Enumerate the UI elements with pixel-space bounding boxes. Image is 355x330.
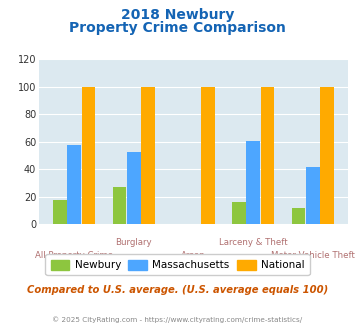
Text: Arson: Arson <box>181 251 206 260</box>
Text: Property Crime Comparison: Property Crime Comparison <box>69 21 286 35</box>
Legend: Newbury, Massachusetts, National: Newbury, Massachusetts, National <box>45 254 310 275</box>
Text: Motor Vehicle Theft: Motor Vehicle Theft <box>271 251 355 260</box>
Text: © 2025 CityRating.com - https://www.cityrating.com/crime-statistics/: © 2025 CityRating.com - https://www.city… <box>53 317 302 323</box>
Bar <box>141 87 155 224</box>
Bar <box>291 208 305 224</box>
Text: Burglary: Burglary <box>115 238 152 247</box>
Bar <box>127 151 141 224</box>
Bar <box>67 145 81 224</box>
Text: All Property Crime: All Property Crime <box>35 251 113 260</box>
Bar <box>113 187 126 224</box>
Bar <box>82 87 95 224</box>
Text: Larceny & Theft: Larceny & Theft <box>219 238 288 247</box>
Bar <box>306 167 320 224</box>
Bar <box>320 87 334 224</box>
Text: Compared to U.S. average. (U.S. average equals 100): Compared to U.S. average. (U.S. average … <box>27 285 328 295</box>
Text: 2018 Newbury: 2018 Newbury <box>121 8 234 22</box>
Bar <box>201 87 215 224</box>
Bar <box>246 141 260 224</box>
Bar <box>232 202 246 224</box>
Bar <box>261 87 274 224</box>
Bar <box>53 200 67 224</box>
